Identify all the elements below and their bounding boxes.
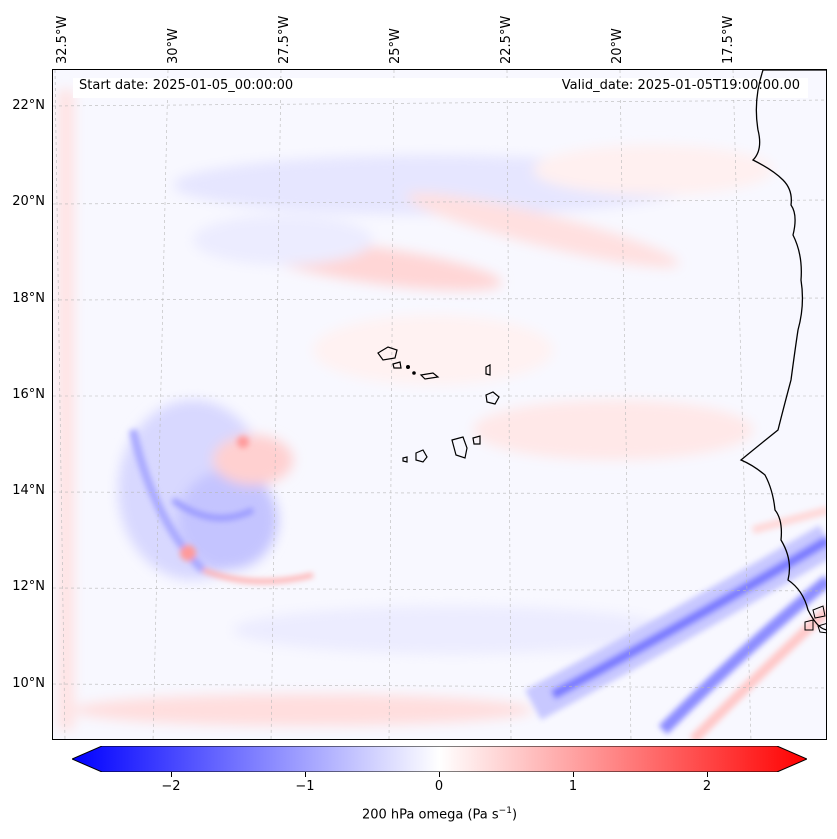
omega-patch-ne-red xyxy=(533,145,773,195)
start-date-label: Start date: 2025-01-05_00:00:00 xyxy=(79,78,294,93)
cbar-tickmark-0 xyxy=(439,772,440,777)
lon-label-25W: 25°W xyxy=(388,28,403,64)
island-brava xyxy=(402,456,408,463)
colorbar xyxy=(70,745,809,773)
lon-label-30W: 30°W xyxy=(166,28,181,64)
cbar-tick-0: 0 xyxy=(434,779,444,794)
lat-label-10N: 10°N xyxy=(12,676,45,691)
island-sao-vicente xyxy=(392,361,402,369)
island-santo-antao xyxy=(377,346,398,361)
coastal-islands-se xyxy=(804,605,826,634)
lon-label-22.5W: 22.5°W xyxy=(499,15,514,64)
lat-label-22N: 22°N xyxy=(12,98,45,113)
coastline-africa xyxy=(739,70,826,631)
omega-swirl-west xyxy=(129,429,314,584)
lat-label-18N: 18°N xyxy=(12,291,45,306)
band-blue-core xyxy=(550,535,826,700)
omega-patch-blue-mid xyxy=(193,215,373,265)
island-sao-nicolau xyxy=(419,372,440,380)
lon-label-17.5W: 17.5°W xyxy=(721,15,736,64)
omega-patch-central-red xyxy=(313,315,553,385)
cbar-tick-neg2: −2 xyxy=(161,779,181,794)
map-panel xyxy=(52,69,827,740)
band-red-ne xyxy=(751,506,826,534)
graticule xyxy=(53,70,826,739)
lon-label-32.5W: 32.5°W xyxy=(55,15,70,64)
omega-patch-south-blue xyxy=(233,606,673,654)
lon-label-20W: 20°W xyxy=(610,28,625,64)
valid-date-label: Valid_date: 2025-01-05T19:00:00.00 xyxy=(561,78,800,93)
cbar-tickmark-neg1 xyxy=(305,772,306,777)
colorbar-graphic xyxy=(70,745,809,773)
island-boa-vista xyxy=(485,391,500,405)
lat-label-14N: 14°N xyxy=(12,483,45,498)
lat-label-20N: 20°N xyxy=(12,194,45,209)
cbar-tick-neg1: −1 xyxy=(295,779,315,794)
cbar-tickmark-1 xyxy=(573,772,574,777)
omega-field-map xyxy=(53,70,826,739)
lat-label-16N: 16°N xyxy=(12,387,45,402)
omega-patch-east-red xyxy=(473,400,753,460)
lon-label-27.5W: 27.5°W xyxy=(277,15,292,64)
cbar-tick-2: 2 xyxy=(702,779,712,794)
island-maio xyxy=(472,435,481,445)
cape-verde-islands xyxy=(377,346,500,463)
omega-patch-west-red xyxy=(213,435,293,485)
colorbar-label-close: ) xyxy=(511,807,518,823)
omega-patch-red-band2 xyxy=(407,192,679,268)
island-santiago xyxy=(451,436,468,459)
band-blue-core2 xyxy=(658,575,826,735)
omega-west-edge-red xyxy=(58,90,74,730)
omega-patch-south-red xyxy=(73,694,533,726)
colorbar-bar xyxy=(70,745,809,773)
omega-bands-se xyxy=(524,506,826,739)
island-fogo xyxy=(415,449,428,463)
island-sal xyxy=(485,364,491,376)
colorbar-label-main: 200 hPa omega (Pa s xyxy=(361,807,499,823)
cbar-tickmark-2 xyxy=(707,772,708,777)
omega-contours xyxy=(58,90,773,730)
colorbar-label: 200 hPa omega (Pa s−1) xyxy=(0,806,837,822)
header-strip xyxy=(73,78,808,98)
cbar-tickmark-neg2 xyxy=(171,772,172,777)
cbar-tick-1: 1 xyxy=(568,779,578,794)
band-red-edge xyxy=(689,606,826,739)
lat-label-12N: 12°N xyxy=(12,579,45,594)
colorbar-label-exp: −1 xyxy=(498,806,512,816)
